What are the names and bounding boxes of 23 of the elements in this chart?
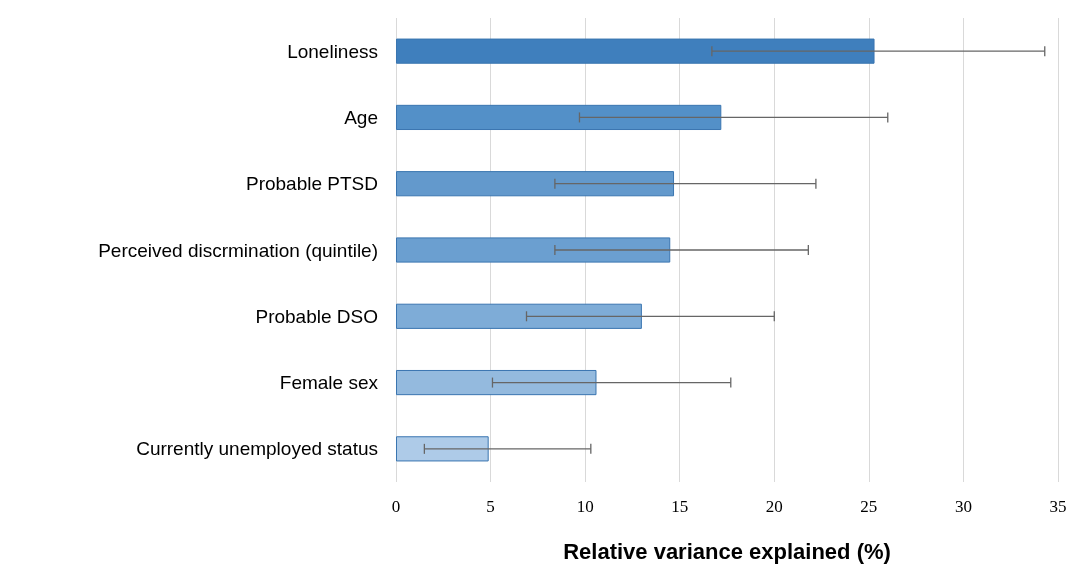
x-tick-label: 10 [576,497,594,516]
y-tick-label: Age [344,106,378,128]
bar [396,436,489,462]
bar [396,171,675,197]
x-tick-label: 15 [671,497,689,516]
x-tick-label: 25 [860,497,878,516]
bar [396,104,722,131]
y-tick-label: Loneliness [287,40,378,62]
x-axis-title: Relative variance explained (%) [563,538,891,564]
bar [396,303,642,329]
bar [396,237,671,263]
x-tick-label: 35 [1049,497,1067,516]
x-tick-label: 30 [954,497,972,516]
x-tick-label: 0 [391,497,401,516]
bar [396,38,875,64]
y-tick-label: Probable PTSD [245,173,378,195]
y-tick-label: Female sex [279,372,379,394]
y-tick-label: Probable DSO [255,305,378,327]
y-tick-label: Perceived discrmination (quintile) [98,239,378,261]
x-tick-label: 5 [486,497,495,516]
bar [396,369,597,396]
x-tick-label: 20 [765,497,783,516]
y-tick-label: Currently unemployed status [136,438,378,460]
